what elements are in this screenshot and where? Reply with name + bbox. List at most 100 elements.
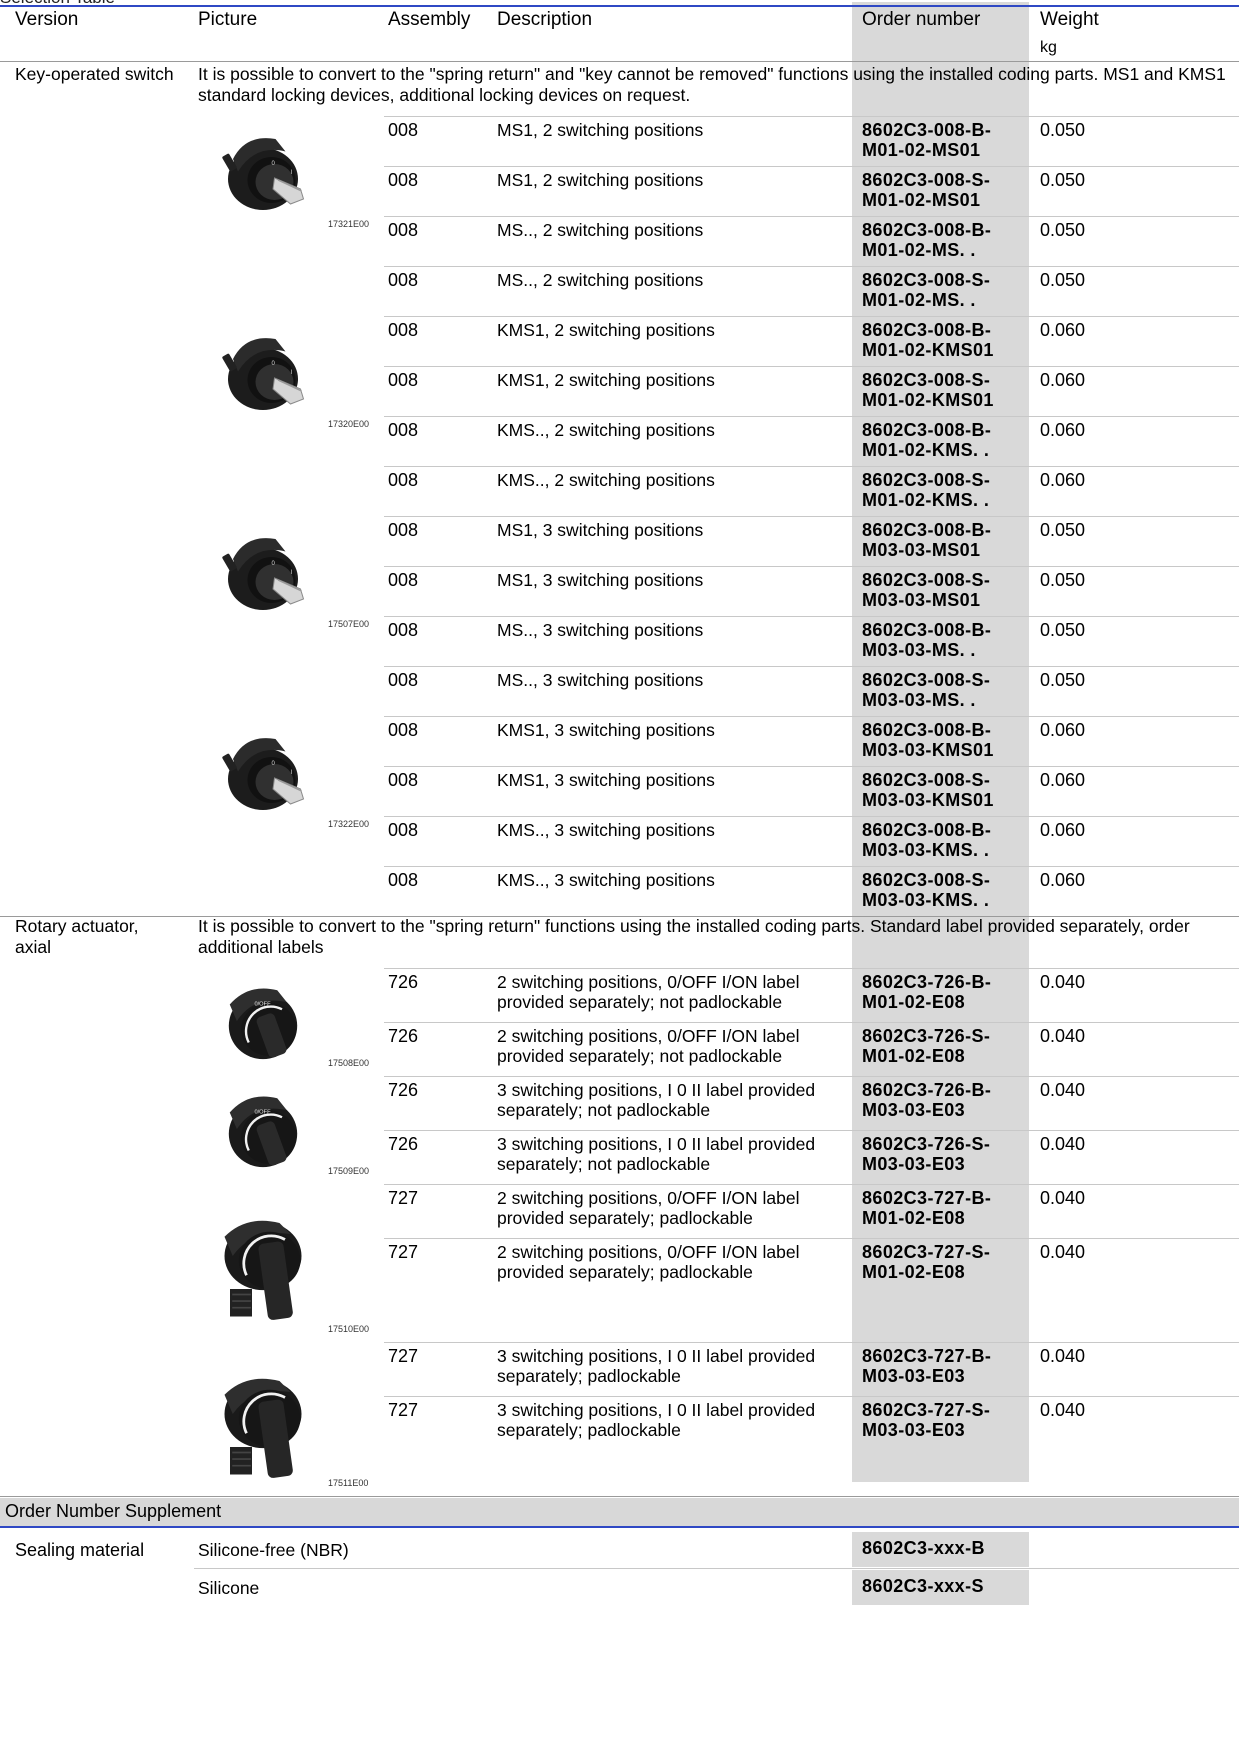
svg-text:0: 0 [272, 161, 276, 167]
row-separator [384, 116, 1239, 117]
row-separator [384, 316, 1239, 317]
table-title: Selection Table [0, 0, 300, 8]
assembly-cell: 727 [388, 1346, 419, 1366]
assembly-cell: 008 [388, 720, 419, 740]
supplement-order-number: 8602C3-xxx-B [862, 1538, 985, 1558]
description-cell: KMS.., 2 switching positions [497, 420, 715, 440]
weight-cell: 0.040 [1040, 1400, 1086, 1420]
picture-caption: 17507E00 [328, 619, 370, 629]
supplement-row-separator [194, 1568, 1239, 1569]
weight-cell: 0.050 [1040, 220, 1086, 240]
row-separator [384, 1342, 1239, 1343]
supplement-description: Silicone-free (NBR) [198, 1540, 349, 1560]
row-separator [384, 216, 1239, 217]
weight-cell: 0.040 [1040, 1134, 1086, 1154]
supplement-title: Order Number Supplement [5, 1501, 222, 1521]
rotary-actuator-icon: 0/OFF [208, 976, 318, 1071]
svg-text:I: I [291, 770, 293, 776]
row-separator [384, 716, 1239, 717]
assembly-cell: 008 [388, 820, 419, 840]
version-label: Key-operated switch [15, 64, 174, 84]
section-note: It is possible to convert to the "spring… [198, 916, 1195, 957]
assembly-cell: 726 [388, 1080, 419, 1100]
padlockable-rotary-actuator-icon [208, 1192, 318, 1342]
svg-text:0/OFF: 0/OFF [254, 1001, 271, 1007]
picture-caption: 17508E00 [328, 1058, 370, 1068]
weight-cell: 0.050 [1040, 670, 1086, 690]
weight-cell: 0.050 [1040, 570, 1086, 590]
order-number-cell: 8602C3-008-S- M01-02-KMS. . [862, 470, 991, 510]
order-number-cell: 8602C3-726-S- M01-02-E08 [862, 1026, 991, 1066]
assembly-cell: 726 [388, 1026, 419, 1046]
order-number-cell: 8602C3-008-B- M03-03-KMS01 [862, 720, 994, 760]
weight-cell: 0.040 [1040, 972, 1086, 992]
description-cell: MS.., 3 switching positions [497, 670, 704, 690]
assembly-cell: 008 [388, 520, 419, 540]
assembly-cell: 727 [388, 1400, 419, 1420]
row-separator [384, 816, 1239, 817]
rotary-actuator-icon: 0/OFF [208, 1084, 318, 1179]
assembly-cell: 008 [388, 420, 419, 440]
description-cell: MS1, 2 switching positions [497, 120, 704, 140]
assembly-cell: 008 [388, 320, 419, 340]
weight-cell: 0.060 [1040, 720, 1086, 740]
assembly-cell: 008 [388, 170, 419, 190]
description-cell: MS1, 3 switching positions [497, 520, 704, 540]
description-cell: KMS1, 3 switching positions [497, 720, 715, 740]
header-picture: Picture [198, 9, 258, 30]
svg-text:I: I [291, 570, 293, 576]
weight-cell: 0.050 [1040, 120, 1086, 140]
order-number-cell: 8602C3-008-S- M03-03-KMS. . [862, 870, 991, 910]
description-cell: MS1, 3 switching positions [497, 570, 704, 590]
supplement-order-shading [852, 1570, 1029, 1605]
section-separator [0, 916, 1239, 917]
weight-cell: 0.050 [1040, 170, 1086, 190]
assembly-cell: 727 [388, 1188, 419, 1208]
header-bottom-rule [0, 61, 1239, 62]
row-separator [384, 766, 1239, 767]
assembly-cell: 008 [388, 220, 419, 240]
order-number-cell: 8602C3-008-B- M03-03-KMS. . [862, 820, 992, 860]
row-separator [384, 366, 1239, 367]
svg-text:0: 0 [272, 361, 276, 367]
section-separator [0, 1496, 1239, 1497]
order-number-cell: 8602C3-726-S- M03-03-E03 [862, 1134, 991, 1174]
assembly-cell: 727 [388, 1242, 419, 1262]
order-number-cell: 8602C3-008-S- M01-02-KMS01 [862, 370, 994, 410]
assembly-cell: 008 [388, 670, 419, 690]
supplement-title-band [0, 1498, 1239, 1526]
header-top-rule [0, 5, 1239, 7]
weight-cell: 0.060 [1040, 370, 1086, 390]
supplement-order-shading [852, 1532, 1029, 1567]
picture-caption: 17322E00 [328, 819, 370, 829]
order-number-cell: 8602C3-727-S- M03-03-E03 [862, 1400, 991, 1440]
picture-caption: 17510E00 [328, 1324, 370, 1334]
picture-caption: 17321E00 [328, 219, 370, 229]
order-number-cell: 8602C3-008-B- M01-02-MS. . [862, 220, 992, 260]
assembly-cell: 008 [388, 620, 419, 640]
weight-cell: 0.060 [1040, 470, 1086, 490]
description-cell: MS.., 3 switching positions [497, 620, 704, 640]
assembly-cell: 008 [388, 770, 419, 790]
weight-cell: 0.040 [1040, 1026, 1086, 1046]
description-cell: KMS1, 2 switching positions [497, 370, 715, 390]
weight-cell: 0.050 [1040, 520, 1086, 540]
sealing-material-label: Sealing material [15, 1540, 145, 1560]
row-separator [384, 466, 1239, 467]
svg-text:I: I [291, 170, 293, 176]
description-cell: 2 switching positions, 0/OFF I/ON label … [497, 1188, 800, 1228]
weight-cell: 0.060 [1040, 820, 1086, 840]
weight-cell: 0.060 [1040, 320, 1086, 340]
order-number-cell: 8602C3-008-S- M01-02-MS. . [862, 270, 991, 310]
description-cell: KMS.., 3 switching positions [497, 820, 715, 840]
weight-cell: 0.040 [1040, 1242, 1086, 1262]
row-separator [384, 1396, 1239, 1397]
row-separator [384, 266, 1239, 267]
svg-text:0: 0 [272, 561, 276, 567]
picture-caption: 17509E00 [328, 1166, 370, 1176]
order-number-cell: 8602C3-008-S- M03-03-KMS01 [862, 770, 994, 810]
picture-caption: 17320E00 [328, 419, 370, 429]
row-separator [384, 566, 1239, 567]
description-cell: KMS1, 2 switching positions [497, 320, 715, 340]
